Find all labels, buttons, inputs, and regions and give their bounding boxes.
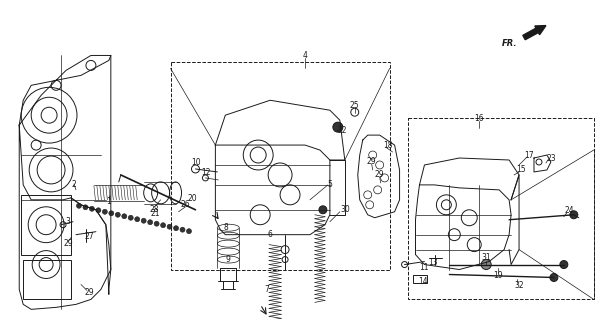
Circle shape [160, 223, 166, 228]
Text: 31: 31 [481, 253, 491, 262]
Bar [171, 62, 390, 269]
Circle shape [83, 205, 88, 210]
Text: 6: 6 [268, 230, 273, 239]
Text: 10: 10 [192, 158, 201, 167]
Text: 13: 13 [429, 258, 438, 267]
Circle shape [180, 227, 185, 232]
Circle shape [560, 260, 568, 268]
Bar [23, 260, 71, 300]
Text: 19: 19 [493, 271, 503, 280]
Circle shape [128, 215, 133, 220]
Text: 20: 20 [188, 194, 197, 203]
Text: 1: 1 [107, 197, 111, 206]
Circle shape [481, 260, 491, 269]
Text: 21: 21 [151, 209, 160, 218]
Circle shape [77, 203, 81, 208]
Text: FR.: FR. [501, 39, 517, 48]
Circle shape [96, 208, 101, 213]
Text: 29: 29 [367, 157, 376, 166]
Text: 8: 8 [224, 223, 229, 232]
Circle shape [122, 214, 127, 219]
Bar [21, 195, 71, 255]
Text: 30: 30 [340, 205, 350, 214]
Text: 29: 29 [375, 171, 385, 180]
Text: 18: 18 [383, 140, 393, 149]
Text: 15: 15 [516, 165, 526, 174]
Text: 29: 29 [63, 239, 73, 248]
Bar [412, 276, 428, 284]
Text: 29: 29 [84, 288, 93, 297]
Circle shape [134, 217, 140, 222]
Circle shape [174, 226, 178, 231]
Text: 28: 28 [150, 205, 159, 214]
Text: 5: 5 [327, 180, 332, 189]
Text: 2: 2 [72, 180, 77, 189]
Text: 32: 32 [514, 281, 524, 290]
Text: 27: 27 [84, 232, 93, 241]
Circle shape [186, 229, 192, 234]
Text: 4: 4 [303, 51, 308, 60]
Text: 3: 3 [66, 217, 71, 226]
Circle shape [141, 218, 146, 223]
Bar [408, 118, 594, 300]
Text: 16: 16 [475, 114, 484, 123]
Text: 23: 23 [546, 154, 556, 163]
Circle shape [570, 211, 578, 219]
Circle shape [333, 122, 343, 132]
Text: 26: 26 [181, 200, 191, 209]
Text: 7: 7 [265, 285, 270, 294]
Text: 9: 9 [226, 255, 231, 264]
Circle shape [89, 206, 95, 211]
Text: 14: 14 [418, 277, 428, 286]
Circle shape [103, 209, 107, 214]
Circle shape [115, 212, 120, 217]
Text: 24: 24 [564, 206, 573, 215]
Circle shape [167, 224, 172, 229]
Text: 25: 25 [350, 101, 359, 110]
Circle shape [550, 274, 558, 282]
Circle shape [319, 206, 327, 214]
Circle shape [109, 211, 114, 216]
FancyArrow shape [523, 26, 546, 40]
Text: 11: 11 [418, 263, 428, 272]
Circle shape [148, 220, 153, 225]
Text: 22: 22 [337, 126, 347, 135]
Text: 12: 12 [201, 168, 211, 178]
Circle shape [154, 221, 159, 226]
Text: 17: 17 [524, 150, 534, 160]
